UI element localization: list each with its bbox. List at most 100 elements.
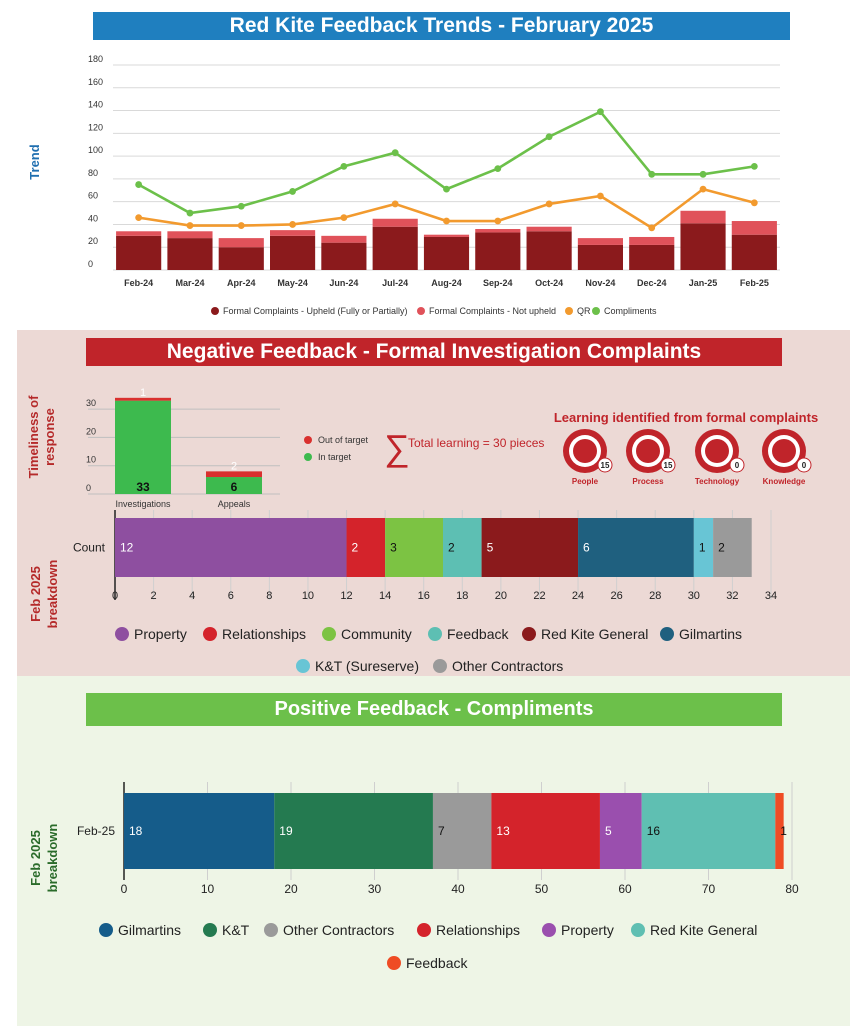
neg-legend-label: Other Contractors [452, 658, 563, 674]
neg-xtick-label: 24 [572, 590, 584, 602]
point-compliments [186, 209, 194, 217]
neg-legend-dot [428, 627, 442, 641]
pos-segment-value: 7 [438, 824, 445, 838]
pos-legend-label: Property [561, 922, 614, 938]
neg-segment [385, 518, 443, 577]
pos-segment [775, 793, 784, 869]
neg-legend-label: Property [134, 626, 187, 642]
trend-xtick-label: Nov-24 [585, 278, 615, 288]
point-compliments [135, 181, 143, 188]
pos-segment [641, 793, 776, 869]
learning-label: Technology [695, 477, 740, 486]
pos-legend-dot [631, 923, 645, 937]
trend-ytick-label: 0 [88, 259, 93, 269]
neg-segment-value: 2 [448, 541, 455, 555]
timeliness-ytick-label: 20 [86, 426, 96, 436]
pos-segment-value: 1 [780, 824, 787, 838]
point-qr [597, 192, 604, 200]
bar-upheld [680, 223, 726, 270]
bar-not-upheld [629, 236, 675, 245]
pos-xtick-label: 60 [618, 882, 632, 896]
learning-label: People [572, 477, 599, 486]
neg-legend-dot [522, 627, 536, 641]
pos-xtick-label: 30 [368, 882, 382, 896]
timeliness-legend: Out of target In target [304, 435, 369, 462]
trend-ytick-label: 60 [88, 191, 98, 201]
point-compliments [545, 133, 553, 141]
bar-upheld [475, 232, 521, 270]
neg-segment [481, 518, 579, 577]
pos-segment [124, 793, 275, 869]
trend-xtick-label: Jun-24 [329, 278, 358, 288]
neg-segment [693, 518, 714, 577]
pos-segment [599, 793, 642, 869]
bar-not-upheld [680, 210, 726, 224]
bar-out-target [115, 397, 171, 401]
bar-not-upheld [116, 231, 162, 236]
neg-segment-value: 2 [352, 541, 359, 555]
pos-segment-value: 16 [647, 824, 661, 838]
trend-chart: 0 20 40 60 80 100 120 140 160 180 Feb-24 Mar-24 Apr-… [88, 54, 780, 288]
neg-xtick-label: 4 [189, 590, 195, 602]
pos-legend-label: Gilmartins [118, 922, 181, 938]
trend-xtick-label: Jan-25 [689, 278, 718, 288]
trend-ytick-label: 180 [88, 54, 103, 64]
learning-count: 15 [664, 461, 673, 470]
trend-xtick-label: Mar-24 [175, 278, 204, 288]
bar-upheld [731, 234, 777, 270]
legend-in-target-dot [304, 453, 312, 461]
neg-xtick-label: 20 [495, 590, 507, 602]
trend-legend-dot [417, 307, 425, 315]
point-qr [750, 199, 758, 207]
pos-xtick-label: 10 [201, 882, 215, 896]
neg-segment-value: 3 [390, 541, 397, 555]
learning-title: Learning identified from formal complain… [554, 410, 818, 425]
bar-upheld [321, 242, 367, 270]
neg-xtick-label: 14 [379, 590, 391, 602]
legend-in-target-label: In target [318, 452, 352, 462]
neg-segment [713, 518, 752, 577]
trend-ytick-label: 160 [88, 77, 103, 87]
bar-not-upheld [731, 221, 777, 235]
bar-not-upheld [372, 218, 418, 227]
point-compliments [699, 170, 707, 178]
trend-xtick-label: Aug-24 [431, 278, 462, 288]
neg-xtick-label: 12 [340, 590, 352, 602]
neg-legend-dot [660, 627, 674, 641]
trend-ytick-label: 100 [88, 145, 103, 155]
learning-count-badge [660, 457, 676, 473]
neg-legend-dot [203, 627, 217, 641]
neg-legend-label: Community [341, 626, 412, 642]
learning-label: Knowledge [763, 477, 806, 486]
pos-legend-dot [99, 923, 113, 937]
neg-legend-label: K&T (Sureserve) [315, 658, 419, 674]
timeliness-xtick-label: Investigations [115, 499, 171, 509]
point-qr [186, 222, 194, 229]
laptop-icon-center [705, 439, 729, 463]
point-qr [289, 221, 296, 228]
trend-ytick-label: 40 [88, 213, 98, 223]
brain-icon-center [772, 439, 796, 463]
trend-legend: Formal Complaints - Upheld (Fully or Par… [211, 306, 657, 316]
pos-segment-value: 19 [279, 824, 293, 838]
neg-legend-dot [296, 659, 310, 673]
neg-xtick-label: 34 [765, 590, 777, 602]
trend-xtick-label: Feb-24 [124, 278, 153, 288]
bar-not-upheld [577, 238, 623, 245]
neg-segment-value: 5 [487, 541, 494, 555]
point-qr [699, 185, 707, 193]
bar-upheld [423, 236, 470, 270]
timeliness-side-label-1: Timeliness of [26, 395, 41, 479]
point-compliments [597, 108, 604, 116]
pos-legend-label: Other Contractors [283, 922, 394, 938]
negative-breakdown-chart: 0246810121416182022242628303234Count1223… [73, 510, 777, 602]
positive-breakdown-chart: 0 10 20 30 40 50 60 70 80 Feb-25 18 19 7 13 5 16 1 [77, 782, 799, 896]
legend-out-target-label: Out of target [318, 435, 369, 445]
bar-not-upheld [321, 235, 367, 243]
bar-not-upheld [270, 230, 316, 236]
bar-upheld [218, 247, 264, 270]
point-qr [648, 224, 656, 232]
neg-breakdown-side-label-1: Feb 2025 [28, 566, 43, 622]
